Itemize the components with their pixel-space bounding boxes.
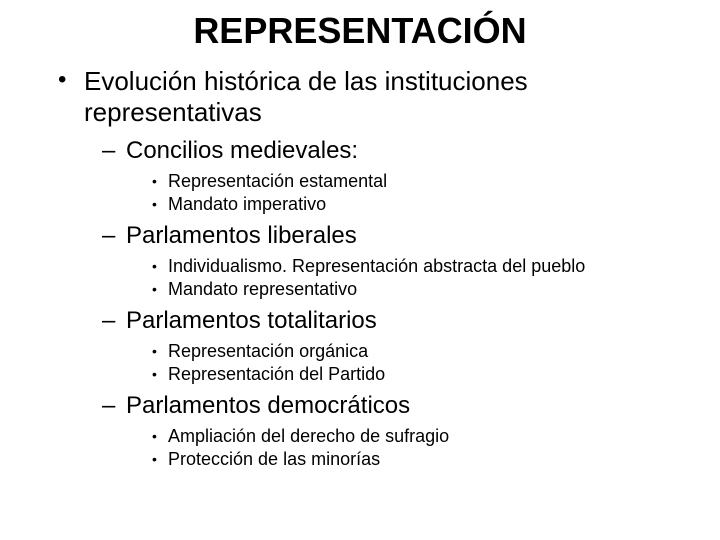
level3-item: Representación estamental bbox=[152, 170, 690, 193]
bullet-list-level3: Ampliación del derecho de sufragio Prote… bbox=[126, 425, 690, 470]
bullet-list-level2: Concilios medievales: Representación est… bbox=[84, 136, 690, 470]
level2-heading: Parlamentos liberales bbox=[126, 222, 357, 249]
level3-item: Mandato imperativo bbox=[152, 193, 690, 216]
level3-item: Representación orgánica bbox=[152, 340, 690, 363]
level2-heading: Parlamentos totalitarios bbox=[126, 307, 377, 334]
level3-item: Ampliación del derecho de sufragio bbox=[152, 425, 690, 448]
level2-item: Concilios medievales: Representación est… bbox=[102, 136, 690, 215]
level3-item: Protección de las minorías bbox=[152, 448, 690, 471]
bullet-list-level1: Evolución histórica de las instituciones… bbox=[30, 66, 690, 470]
bullet-list-level3: Representación estamental Mandato impera… bbox=[126, 170, 690, 215]
level3-item: Individualismo. Representación abstracta… bbox=[152, 255, 690, 278]
level2-item: Parlamentos democráticos Ampliación del … bbox=[102, 391, 690, 470]
level2-heading: Concilios medievales: bbox=[126, 137, 358, 164]
level1-item: Evolución histórica de las instituciones… bbox=[58, 66, 690, 470]
slide-title: REPRESENTACIÓN bbox=[30, 10, 690, 52]
level3-item: Mandato representativo bbox=[152, 278, 690, 301]
level3-item: Representación del Partido bbox=[152, 363, 690, 386]
bullet-list-level3: Individualismo. Representación abstracta… bbox=[126, 255, 690, 300]
slide: REPRESENTACIÓN Evolución histórica de la… bbox=[0, 0, 720, 540]
bullet-list-level3: Representación orgánica Representación d… bbox=[126, 340, 690, 385]
level1-text: Evolución histórica de las instituciones… bbox=[84, 66, 528, 127]
level2-item: Parlamentos totalitarios Representación … bbox=[102, 306, 690, 385]
level2-heading: Parlamentos democráticos bbox=[126, 392, 410, 419]
level2-item: Parlamentos liberales Individualismo. Re… bbox=[102, 221, 690, 300]
